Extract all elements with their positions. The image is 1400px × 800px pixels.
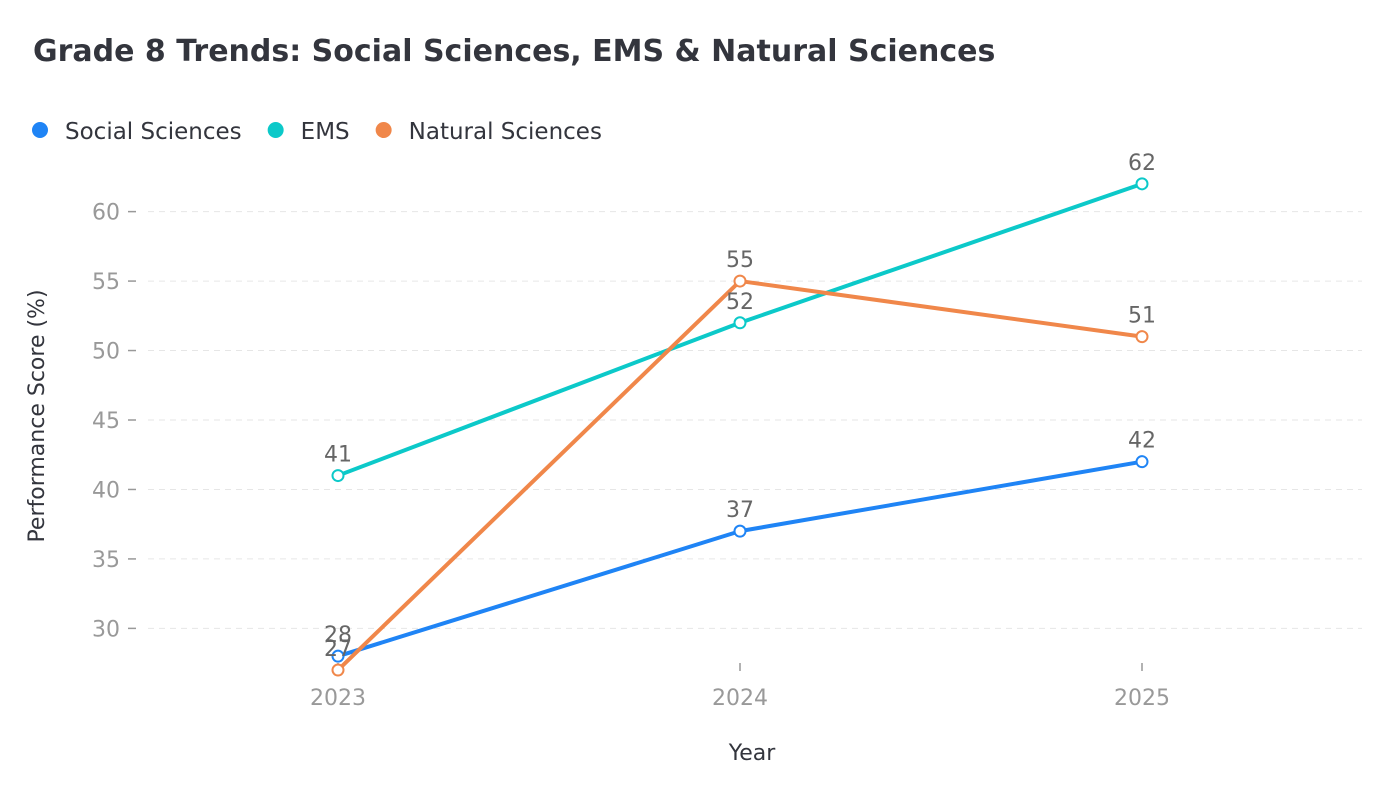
- x-tick-label: 2025: [1114, 686, 1170, 711]
- data-point: [331, 469, 345, 483]
- data-label: 37: [726, 498, 754, 523]
- y-tick-label: 30: [92, 617, 120, 642]
- legend-item: EMS: [267, 119, 350, 145]
- data-labels: 28 37 42 41 52 62 27 55 51: [324, 151, 1156, 662]
- y-tick-label: 40: [92, 478, 120, 503]
- legend-marker: [32, 122, 48, 138]
- grid-lines: [148, 211, 1362, 629]
- data-point: [733, 316, 747, 330]
- legend-marker: [375, 122, 392, 138]
- data-label: 52: [726, 290, 754, 315]
- series-line: [336, 279, 1144, 673]
- y-tick-label: 50: [92, 340, 120, 365]
- data-label: 62: [1128, 151, 1156, 176]
- data-label: 42: [1128, 429, 1156, 454]
- legend-label: Social Sciences: [65, 119, 242, 145]
- chart-legend: Social Sciences EMS Natural Sciences: [32, 119, 602, 145]
- x-tick-label: 2024: [712, 686, 768, 711]
- x-axis: 2023 2024 2025: [310, 663, 1170, 711]
- data-point: [1135, 455, 1149, 469]
- y-tick-label: 45: [92, 409, 120, 434]
- x-tick-label: 2023: [310, 686, 366, 711]
- data-point: [331, 649, 345, 663]
- data-label: 27: [324, 637, 352, 662]
- legend-item: Natural Sciences: [375, 119, 602, 145]
- y-tick-label: 60: [92, 201, 120, 226]
- x-axis-title: Year: [728, 741, 777, 766]
- data-label: 55: [726, 248, 754, 273]
- y-tick-label: 35: [92, 548, 120, 573]
- series-points: [331, 177, 1149, 677]
- legend-label: Natural Sciences: [409, 119, 602, 145]
- data-label: 41: [324, 443, 352, 468]
- legend-marker: [267, 122, 284, 138]
- data-point: [733, 524, 747, 538]
- y-axis-title: Performance Score (%): [25, 289, 50, 542]
- data-label: 51: [1128, 304, 1156, 329]
- series-line: [336, 181, 1144, 478]
- data-point: [331, 663, 345, 677]
- y-tick-label: 55: [92, 270, 120, 295]
- legend-item: Social Sciences: [32, 119, 242, 145]
- legend-label: EMS: [301, 119, 350, 145]
- data-label: 28: [324, 623, 352, 648]
- data-point: [1135, 330, 1149, 344]
- y-axis: 30 35 40 45 50 55 60: [92, 201, 136, 642]
- chart-title: Grade 8 Trends: Social Sciences, EMS & N…: [33, 34, 996, 69]
- data-point: [1135, 177, 1149, 191]
- data-point: [733, 274, 747, 288]
